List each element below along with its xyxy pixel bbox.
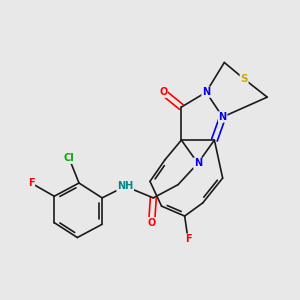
Text: F: F	[185, 234, 191, 244]
Text: NH: NH	[117, 181, 134, 191]
Text: F: F	[28, 178, 34, 188]
Text: O: O	[148, 218, 156, 228]
Text: Cl: Cl	[64, 153, 74, 163]
Text: O: O	[159, 87, 167, 97]
Text: N: N	[202, 87, 210, 97]
Text: N: N	[219, 112, 227, 122]
Text: N: N	[194, 158, 202, 168]
Text: S: S	[240, 74, 248, 84]
